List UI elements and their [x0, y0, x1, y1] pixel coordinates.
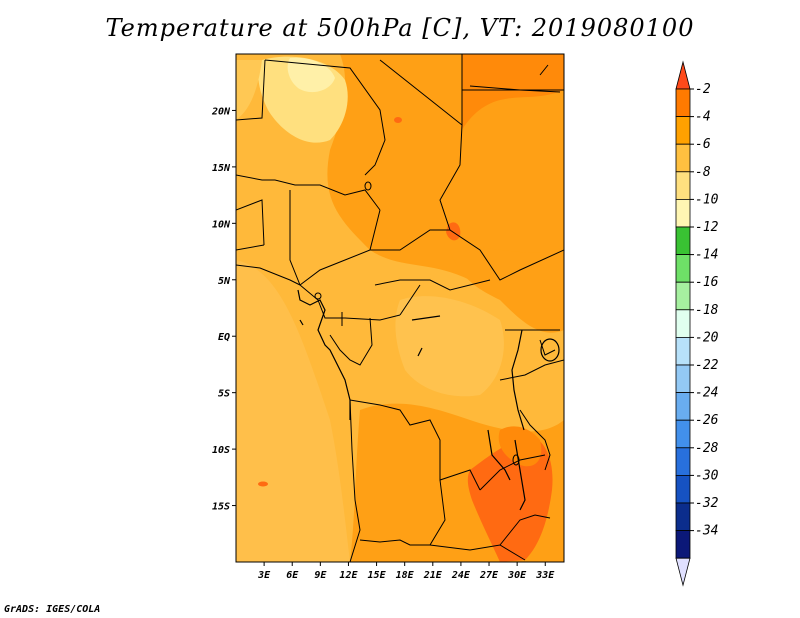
lat-tick-label: 5S	[218, 389, 230, 400]
lon-tick-label: 15E	[368, 570, 387, 581]
colorbar-label: -22	[695, 358, 719, 373]
colorbar-swatch	[675, 336, 691, 366]
colorbar-label: -20	[695, 330, 719, 345]
lat-tick-label: 5N	[218, 276, 231, 287]
colorbar-swatch	[675, 254, 691, 283]
field-north-orange	[327, 54, 564, 288]
colorbar-swatch	[675, 281, 691, 311]
lon-tick-label: 9E	[314, 570, 327, 581]
field-west-light	[236, 260, 350, 562]
lake-victoria	[540, 338, 560, 362]
colorbar-top-triangle	[675, 60, 691, 90]
colorbar-label: -26	[695, 413, 719, 428]
colorbar-swatch	[675, 226, 691, 256]
colorbar-swatch	[675, 419, 691, 449]
longitude-axis: 3E 6E 9E 12E 15E 18E 21E 24E 27E 30E 33E	[257, 562, 555, 581]
lat-tick-label: 15N	[212, 163, 231, 174]
colorbar-swatch	[675, 474, 691, 504]
lon-tick-label: 12E	[339, 570, 358, 581]
colorbar-swatch	[675, 530, 691, 559]
colorbar-label: -28	[695, 441, 719, 456]
colorbar-label: -10	[695, 192, 719, 207]
field-southeast-red	[467, 435, 553, 562]
colorbar: -2 -4 -6 -8 -10 -12 -14 -16 -18 -20 -22 -24 -26 -28 -3…	[675, 60, 719, 587]
colorbar-swatch	[675, 364, 691, 394]
colorbar-swatch	[675, 198, 691, 228]
lon-tick-label: 33E	[535, 570, 555, 581]
colorbar-label: -32	[695, 496, 719, 511]
colorbar-label: -18	[695, 303, 719, 318]
colorbar-swatch	[675, 88, 691, 118]
latitude-axis: 20N 15N 10N 5N EQ 5S 10S 15S	[211, 106, 236, 513]
colorbar-label: -24	[695, 386, 718, 401]
lon-tick-label: 21E	[423, 570, 443, 581]
lat-tick-label: 20N	[211, 106, 231, 117]
colorbar-bottom-triangle	[675, 557, 691, 587]
lon-tick-label: 30E	[507, 570, 527, 581]
lat-tick-label: 15S	[212, 502, 230, 513]
colorbar-label: -6	[695, 137, 711, 152]
lake-chad	[364, 181, 372, 191]
colorbar-swatch	[675, 392, 691, 421]
temperature-field	[236, 54, 564, 562]
lat-tick-label: EQ	[218, 332, 230, 343]
colorbar-swatch	[675, 309, 691, 338]
lon-tick-label: 27E	[479, 570, 499, 581]
lat-tick-label: 10S	[212, 445, 230, 456]
colorbar-label: -34	[695, 524, 718, 539]
map-frame	[235, 53, 565, 563]
colorbar-swatch	[675, 171, 691, 200]
lat-tick-label: 10N	[212, 219, 231, 230]
colorbar-label: -16	[695, 275, 719, 290]
colorbar-label: -2	[695, 82, 711, 97]
colorbar-label: -14	[695, 248, 718, 263]
grads-credit: GrADS: IGES/COLA	[4, 604, 101, 615]
colorbar-swatch	[675, 116, 691, 145]
colorbar-label: -12	[695, 220, 719, 235]
colorbar-swatch	[675, 447, 691, 476]
colorbar-swatch	[675, 143, 691, 173]
colorbar-swatch	[675, 502, 691, 532]
colorbar-label: -4	[695, 110, 711, 125]
lon-tick-label: 18E	[396, 570, 415, 581]
colorbar-label: -30	[695, 468, 719, 483]
lon-tick-label: 6E	[286, 570, 299, 581]
map-title: Temperature at 500hPa [C], VT: 201908010…	[105, 14, 695, 42]
lon-tick-label: 3E	[257, 570, 271, 581]
colorbar-label: -8	[695, 165, 711, 180]
lon-tick-label: 24E	[451, 570, 471, 581]
